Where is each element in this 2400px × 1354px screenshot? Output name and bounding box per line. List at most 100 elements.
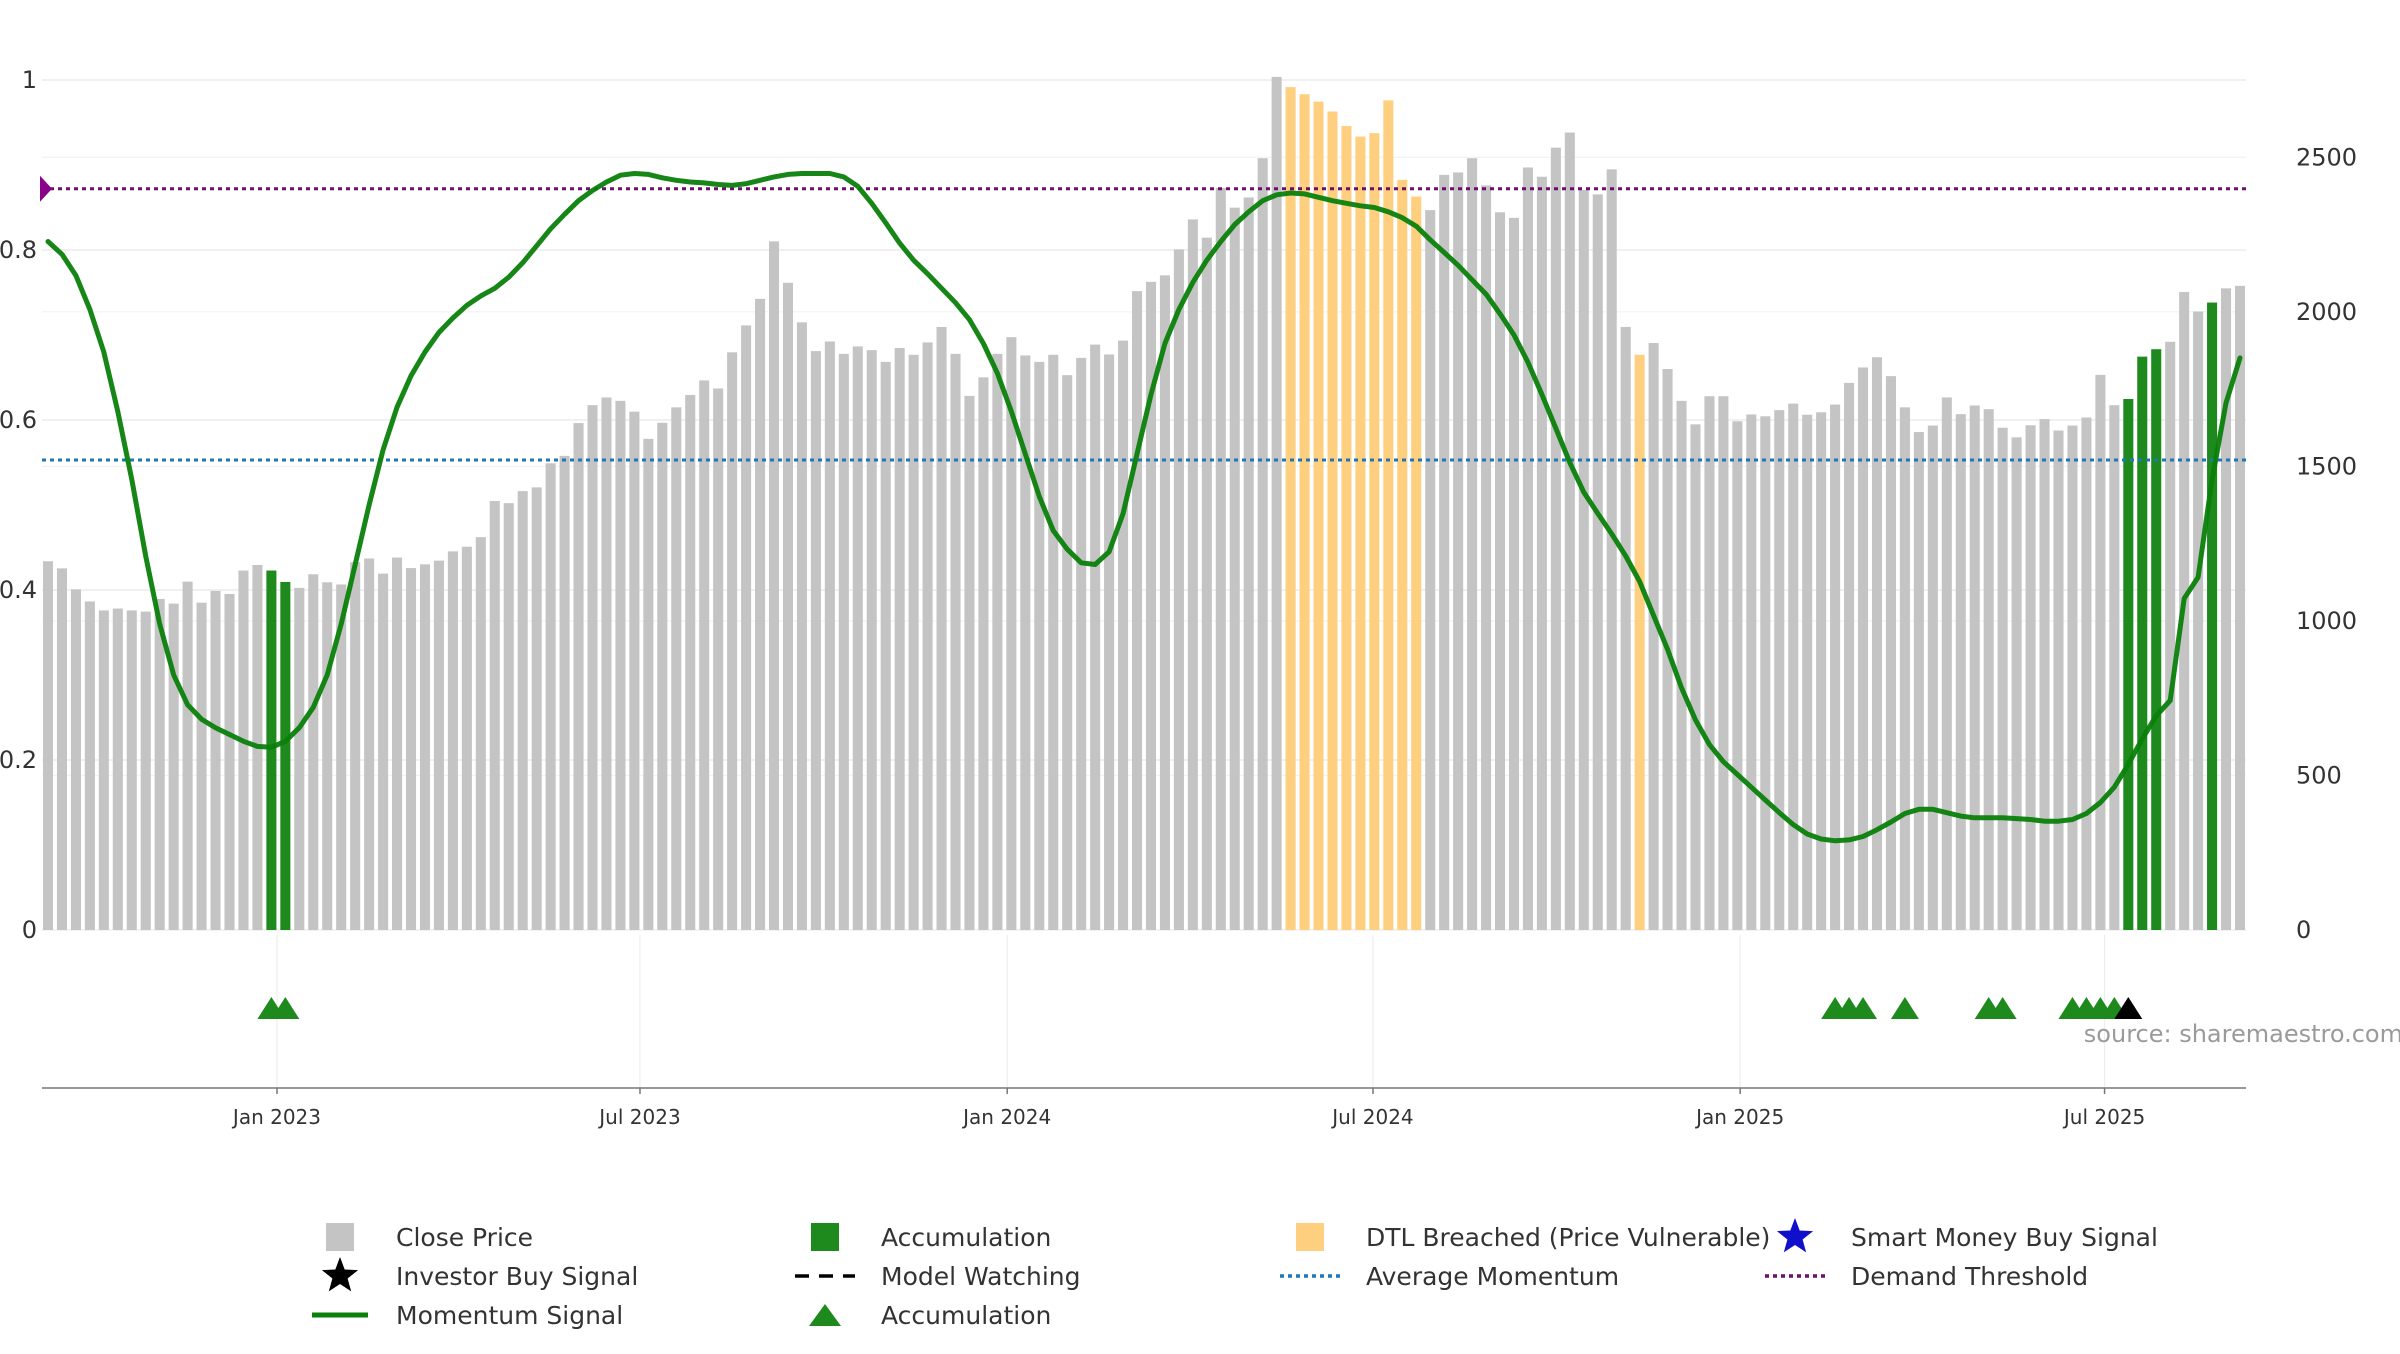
close-price-bar bbox=[768, 241, 780, 930]
close-price-bar bbox=[1439, 174, 1450, 930]
close-price-bar bbox=[1006, 337, 1017, 930]
left-axis-tick-label: 1 bbox=[22, 66, 37, 94]
source-label: source: sharemaestro.com bbox=[2084, 1020, 2400, 1048]
close-price-bar bbox=[1090, 344, 1101, 931]
close-price-bar bbox=[1453, 172, 1464, 930]
close-price-bars bbox=[42, 76, 2246, 931]
close-price-bar bbox=[601, 397, 612, 930]
legend-symbol-accumulation bbox=[811, 1223, 839, 1251]
close-price-bar bbox=[378, 573, 389, 930]
dtl-breached-bar bbox=[1634, 354, 1645, 930]
legend-symbol-accumulation bbox=[809, 1304, 841, 1326]
close-price-bar bbox=[433, 560, 444, 930]
close-price-bar bbox=[685, 394, 696, 930]
close-price-bar bbox=[1844, 382, 1855, 931]
close-price-bar bbox=[1118, 340, 1129, 931]
close-price-bar bbox=[182, 581, 193, 930]
right-axis-tick-label: 1500 bbox=[2296, 452, 2357, 480]
legend-label: Accumulation bbox=[881, 1223, 1051, 1252]
close-price-bar bbox=[1062, 375, 1073, 930]
close-price-bar bbox=[196, 602, 207, 930]
accumulation-bar bbox=[2123, 398, 2134, 930]
close-price-bar bbox=[419, 564, 430, 930]
dtl-breached-bar bbox=[1397, 179, 1408, 930]
dtl-breached-bar bbox=[1355, 136, 1366, 931]
close-price-bar bbox=[2095, 374, 2106, 930]
close-price-bar bbox=[1131, 291, 1143, 930]
close-price-bar bbox=[322, 582, 333, 930]
close-price-bar bbox=[112, 608, 123, 930]
close-price-bar bbox=[1034, 361, 1045, 931]
close-price-bar bbox=[1508, 217, 1520, 930]
close-price-bar bbox=[294, 587, 305, 930]
close-price-bar bbox=[782, 282, 794, 930]
close-price-bar bbox=[1257, 158, 1268, 930]
close-price-bar bbox=[671, 407, 682, 930]
close-price-bar bbox=[1243, 197, 1254, 931]
close-price-bar bbox=[1885, 376, 1896, 930]
dtl-breached-bar bbox=[1369, 133, 1380, 930]
legend-label: Demand Threshold bbox=[1851, 1262, 2088, 1291]
close-price-bar bbox=[1104, 354, 1115, 930]
left-axis-tick-label: 0.4 bbox=[0, 576, 37, 604]
close-price-bar bbox=[1425, 210, 1436, 931]
accumulation-bar bbox=[266, 570, 277, 930]
dtl-breached-bar bbox=[1383, 100, 1394, 930]
legend-symbol-dtl-breached-price-vulnerable bbox=[1296, 1223, 1324, 1251]
close-price-bar bbox=[392, 557, 403, 930]
close-price-bar bbox=[1620, 326, 1631, 930]
close-price-bar bbox=[364, 558, 375, 930]
right-axis-tick-label: 500 bbox=[2296, 761, 2342, 789]
close-price-bar bbox=[1899, 407, 1910, 930]
close-price-bar bbox=[1983, 409, 1994, 930]
close-price-bar bbox=[796, 322, 807, 930]
close-price-bar bbox=[1788, 403, 1799, 931]
close-price-bar bbox=[699, 380, 710, 930]
dtl-breached-bar bbox=[1313, 101, 1324, 931]
close-price-bar bbox=[880, 361, 891, 931]
close-price-bar bbox=[1187, 219, 1198, 930]
close-price-bar bbox=[1578, 190, 1589, 930]
close-price-bar bbox=[405, 568, 417, 930]
close-price-bar bbox=[2053, 430, 2064, 930]
legend-symbol-smart-money-buy-signal bbox=[1776, 1218, 1814, 1253]
close-price-bar bbox=[1550, 147, 1561, 930]
legend-label: Smart Money Buy Signal bbox=[1851, 1223, 2158, 1252]
legend-label: Momentum Signal bbox=[396, 1301, 623, 1330]
close-price-bar bbox=[978, 377, 989, 930]
close-price-bar bbox=[1871, 357, 1883, 931]
close-price-bar bbox=[838, 353, 849, 930]
legend-symbol-investor-buy-signal bbox=[321, 1257, 359, 1292]
legend-symbol-close-price bbox=[326, 1223, 354, 1251]
close-price-bar bbox=[922, 342, 933, 930]
close-price-bar bbox=[1481, 185, 1492, 930]
close-price-bar bbox=[1913, 432, 1924, 930]
close-price-bar bbox=[1816, 412, 1827, 931]
close-price-bar bbox=[573, 423, 584, 930]
right-axis-tick-label: 2000 bbox=[2296, 298, 2357, 326]
accumulation-signal-marker bbox=[1849, 997, 1878, 1019]
axes: Jan 2023 Jul 2023 Jan 2024 Jul 2024 Jan 2025… bbox=[0, 66, 2357, 1129]
close-price-bar bbox=[1076, 357, 1087, 930]
close-price-bar bbox=[210, 590, 221, 930]
close-price-bar bbox=[2193, 311, 2204, 930]
close-price-bar bbox=[1648, 343, 1659, 930]
close-price-bar bbox=[1704, 396, 1715, 930]
close-price-bar bbox=[587, 405, 598, 930]
close-price-bar bbox=[238, 570, 249, 930]
right-axis-tick-label: 0 bbox=[2296, 916, 2311, 944]
close-price-bar bbox=[992, 353, 1003, 930]
momentum-layer bbox=[45, 171, 2243, 844]
legend: Close Price Investor Buy Signal Momentum S… bbox=[312, 1218, 2158, 1330]
close-price-bar bbox=[1271, 76, 1282, 931]
close-price-bar bbox=[1969, 405, 1980, 930]
accumulation-signal-marker bbox=[271, 997, 300, 1019]
close-price-bar bbox=[2039, 419, 2050, 930]
close-price-bar bbox=[741, 325, 752, 930]
close-price-bar bbox=[489, 500, 500, 930]
close-price-bar bbox=[2067, 425, 2078, 930]
close-price-bar bbox=[1173, 249, 1184, 930]
dtl-breached-bar bbox=[1299, 94, 1310, 930]
close-price-bar bbox=[1536, 176, 1547, 930]
